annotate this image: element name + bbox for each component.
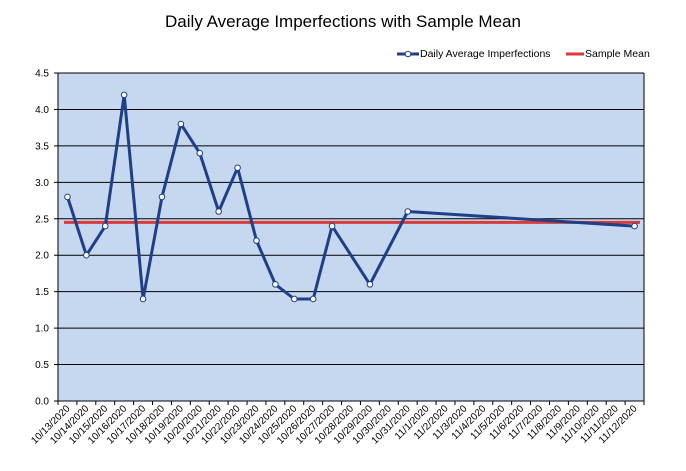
y-tick-label: 0.5 (35, 360, 49, 371)
x-tick-label: 11/9/2020 (544, 403, 583, 442)
data-point-marker (177, 120, 185, 128)
x-tick-label: 10/28/2020 (313, 403, 356, 446)
x-tick-label: 10/20/2020 (162, 403, 205, 446)
x-tick-label: 10/18/2020 (124, 403, 167, 446)
data-point-marker (404, 208, 412, 215)
x-tick-label: 11/1/2020 (393, 403, 432, 442)
y-tick-label: 2.0 (35, 251, 49, 262)
legend-item-daily-average: Daily Average Imperfections (396, 48, 551, 60)
legend-swatch-daily-average (397, 50, 419, 58)
y-tick-label: 4.0 (35, 105, 49, 116)
legend-swatch-sample-mean (566, 52, 584, 56)
data-point-marker (253, 237, 260, 244)
x-tick-label: 10/22/2020 (200, 403, 243, 446)
y-tick-label: 2.5 (35, 214, 49, 225)
data-point-marker (139, 295, 147, 303)
x-tick-label: 11/8/2020 (525, 403, 564, 442)
data-point-marker (158, 193, 166, 201)
x-tick-label: 10/13/2020 (29, 403, 72, 446)
y-tick-label: 1.0 (35, 324, 49, 335)
x-tick-label: 11/5/2020 (469, 403, 508, 442)
x-tick-label: 10/16/2020 (86, 403, 129, 446)
y-tick-label: 3.5 (35, 141, 49, 152)
data-point-marker (366, 281, 374, 288)
x-tick-label: 11/12/2020 (597, 403, 640, 446)
series-line-daily-average (66, 93, 635, 301)
x-tick-label: 10/31/2020 (370, 403, 413, 446)
y-tick-label: 0.0 (35, 397, 49, 408)
data-point-marker (309, 295, 317, 303)
x-tick-label: 10/19/2020 (143, 403, 186, 446)
data-point-marker (631, 222, 638, 230)
x-tick-label: 10/30/2020 (351, 403, 394, 446)
y-tick-label: 4.5 (35, 69, 49, 80)
x-tick-label: 10/15/2020 (67, 403, 110, 446)
x-tick-label: 11/6/2020 (488, 403, 527, 442)
x-tick-label: 10/23/2020 (218, 403, 261, 446)
x-tick-label: 10/29/2020 (332, 403, 375, 446)
data-point-marker (234, 164, 241, 172)
data-point-marker (215, 208, 222, 215)
legend-label-daily-average: Daily Average Imperfections (420, 48, 551, 60)
data-point-marker (120, 91, 128, 99)
x-tick-label: 11/11/2020 (579, 403, 621, 445)
data-point-marker (328, 222, 336, 230)
x-tick-label: 10/25/2020 (256, 403, 299, 446)
x-tick-label: 11/4/2020 (450, 403, 489, 442)
plot-area (58, 73, 644, 401)
x-tick-label: 11/2/2020 (412, 403, 451, 442)
x-tick-label: 11/10/2020 (559, 403, 602, 446)
x-tick-label: 10/21/2020 (181, 403, 224, 446)
data-point-marker (83, 251, 90, 259)
x-tick-label: 10/26/2020 (275, 403, 318, 446)
x-tick-label: 10/27/2020 (294, 403, 337, 446)
chart-title: Daily Average Imperfections with Sample … (165, 12, 521, 31)
data-point-marker (290, 295, 298, 303)
x-tick-label: 10/24/2020 (237, 403, 280, 446)
data-point-marker (196, 149, 204, 157)
x-tick-label: 10/14/2020 (48, 403, 91, 446)
y-tick-label: 3.0 (35, 178, 49, 189)
legend-label-sample-mean: Sample Mean (585, 48, 650, 60)
x-tick-label: 11/7/2020 (506, 403, 545, 442)
y-tick-label: 1.5 (35, 287, 49, 298)
data-point-marker (64, 193, 71, 201)
x-tick-label: 10/17/2020 (105, 403, 148, 446)
data-point-marker (272, 281, 279, 288)
x-tick-label: 11/3/2020 (431, 403, 470, 442)
legend-item-sample-mean: Sample Mean (565, 48, 650, 60)
data-point-marker (101, 222, 109, 230)
